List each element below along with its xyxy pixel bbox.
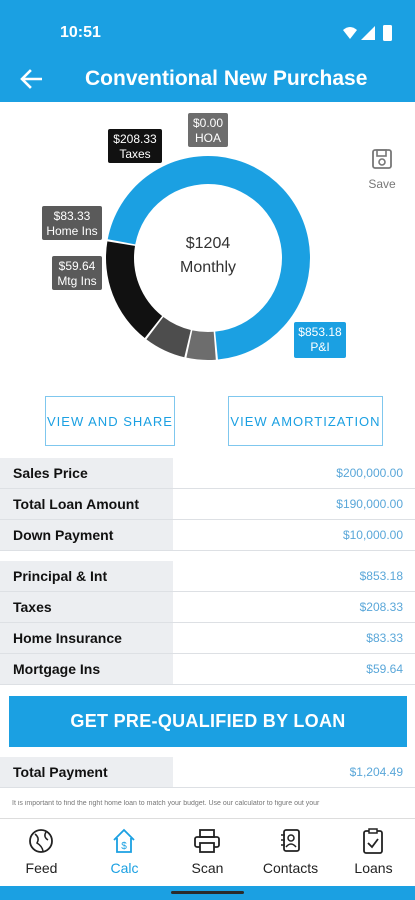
row-label: Total Loan Amount xyxy=(13,496,139,512)
donut-slice-mtg-ins xyxy=(186,330,216,360)
slice-label-box xyxy=(108,129,162,163)
row-label: Taxes xyxy=(13,599,52,615)
table-row: Mortgage Ins $59.64 xyxy=(0,654,415,685)
pre-qualify-button[interactable]: GET PRE-QUALIFIED BY LOAN xyxy=(9,696,407,747)
total-label: Total Payment xyxy=(13,764,108,780)
row-value: $83.33 xyxy=(366,631,403,645)
app-bar: Conventional New Purchase xyxy=(0,60,415,102)
row-label: Principal & Int xyxy=(13,568,108,584)
slice-label-box xyxy=(52,256,102,290)
slice-name-label: Home Ins xyxy=(46,224,97,238)
printer-icon xyxy=(194,829,220,853)
nav-item-scan[interactable]: Scan xyxy=(166,819,249,887)
battery-icon xyxy=(383,25,392,41)
table-row: Down Payment $10,000.00 xyxy=(0,520,415,551)
center-amount: $1204 xyxy=(186,235,231,252)
nav-label: Calc xyxy=(110,860,139,876)
slice-name-label: HOA xyxy=(195,131,221,145)
bottom-navigation: Feed $ Calc Scan Contacts Loans xyxy=(0,818,415,887)
slice-amount-label: $59.64 xyxy=(59,259,96,273)
nav-item-loans[interactable]: Loans xyxy=(332,819,415,887)
row-label: Mortgage Ins xyxy=(13,661,101,677)
total-payment-table: Total Payment $1,204.49 xyxy=(0,757,415,788)
slice-label-box xyxy=(294,322,346,358)
svg-text:$: $ xyxy=(121,841,127,852)
house-dollar-icon: $ xyxy=(113,828,135,853)
nav-label: Scan xyxy=(191,860,224,876)
page-title: Conventional New Purchase xyxy=(85,67,368,90)
home-indicator xyxy=(171,891,244,894)
globe-icon xyxy=(29,829,53,853)
disclaimer-text: It is important to find the right home l… xyxy=(12,800,320,807)
row-value: $59.64 xyxy=(366,662,403,676)
nav-label: Feed xyxy=(25,860,58,876)
row-value: $208.33 xyxy=(359,600,403,614)
slice-name-label: Mtg Ins xyxy=(57,274,96,288)
donut-slice-taxes xyxy=(106,241,163,339)
nav-label: Contacts xyxy=(262,860,319,876)
table-row: Taxes $208.33 xyxy=(0,592,415,623)
save-button[interactable]: Save xyxy=(362,148,402,194)
donut-slice-home-ins xyxy=(146,316,191,358)
row-label: Sales Price xyxy=(13,465,88,481)
nav-item-calc[interactable]: $ Calc xyxy=(83,819,166,887)
slice-name-label: Taxes xyxy=(119,147,150,161)
save-icon xyxy=(372,149,392,169)
table-row: Principal & Int $853.18 xyxy=(0,561,415,592)
wifi-icon xyxy=(343,27,357,39)
contacts-icon xyxy=(281,829,300,852)
nav-item-contacts[interactable]: Contacts xyxy=(249,819,332,887)
total-value: $1,204.49 xyxy=(349,765,403,779)
row-label: Home Insurance xyxy=(13,630,122,646)
total-payment-row: Total Payment $1,204.49 xyxy=(0,757,415,788)
slice-name-label: P&I xyxy=(310,340,329,354)
loan-summary-table: Sales Price $200,000.00 Total Loan Amoun… xyxy=(0,458,415,551)
slice-amount-label: $853.18 xyxy=(298,325,342,339)
row-value: $190,000.00 xyxy=(336,497,403,511)
row-value: $200,000.00 xyxy=(336,466,403,480)
status-bar: 10:51 xyxy=(0,0,415,60)
row-value: $10,000.00 xyxy=(342,528,403,542)
gesture-bar xyxy=(0,886,415,900)
slice-label-box xyxy=(188,113,228,147)
view-and-share-button[interactable]: VIEW AND SHARE xyxy=(45,396,175,446)
table-row: Sales Price $200,000.00 xyxy=(0,458,415,489)
status-time: 10:51 xyxy=(60,24,101,41)
table-row: Total Loan Amount $190,000.00 xyxy=(0,489,415,520)
payment-breakdown-table: Principal & Int $853.18 Taxes $208.33 Ho… xyxy=(0,561,415,685)
slice-label-box xyxy=(42,206,102,240)
save-label: Save xyxy=(368,177,396,191)
slice-amount-label: $208.33 xyxy=(113,132,157,146)
row-value: $853.18 xyxy=(359,569,403,583)
row-label: Down Payment xyxy=(13,527,114,543)
center-period: Monthly xyxy=(180,259,236,276)
back-arrow-icon[interactable] xyxy=(14,64,48,94)
nav-label: Loans xyxy=(354,860,393,876)
table-row: Home Insurance $83.33 xyxy=(0,623,415,654)
slice-amount-label: $0.00 xyxy=(193,116,223,130)
view-amortization-button[interactable]: VIEW AMORTIZATION xyxy=(228,396,383,446)
signal-icon xyxy=(361,26,375,40)
status-icons xyxy=(343,25,392,41)
clipboard-check-icon xyxy=(363,828,383,854)
nav-item-feed[interactable]: Feed xyxy=(0,819,83,887)
slice-amount-label: $83.33 xyxy=(54,209,91,223)
slice-label: $853.18P&I xyxy=(294,322,346,358)
